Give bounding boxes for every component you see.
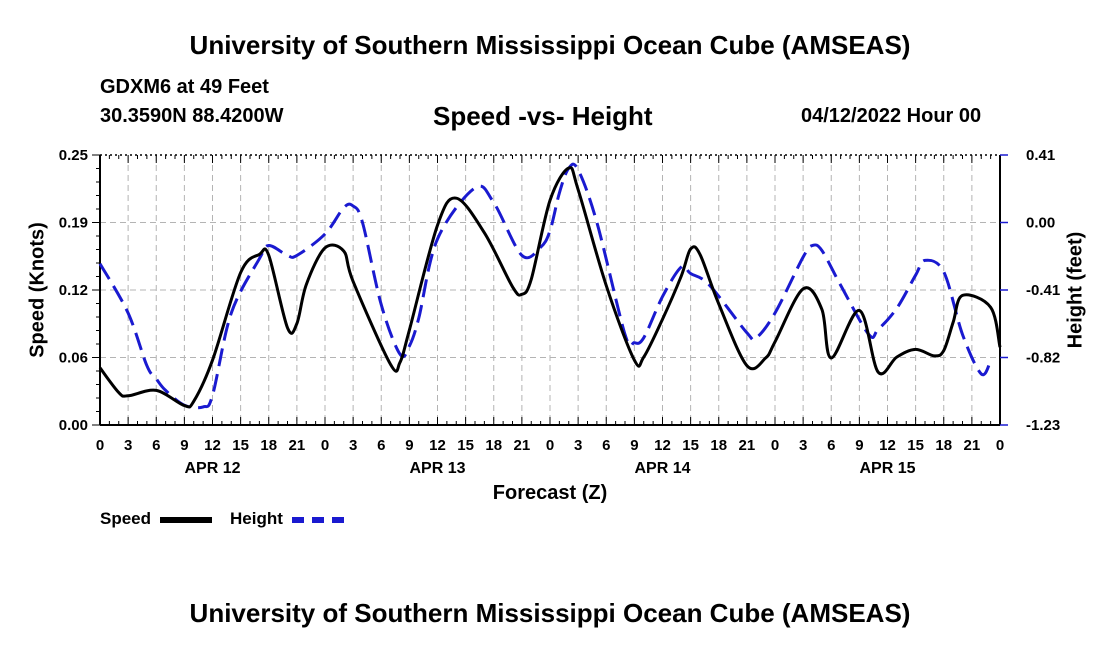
x-tick-label: 21 [289,437,306,454]
x-tick-label: 9 [405,437,413,454]
y-left-tick-label: 0.19 [59,215,88,232]
page-title: University of Southern Mississippi Ocean… [189,30,911,60]
chart-series [98,162,1002,410]
y-right-tick-label: -0.82 [1026,350,1060,367]
y-right-tick-label: -0.41 [1026,282,1060,299]
footer-title: University of Southern Mississippi Ocean… [189,598,911,628]
legend-speed-label: Speed [100,509,152,528]
station-label: GDXM6 at 49 Feet [100,76,269,98]
y-right-tick-label: 0.00 [1026,215,1055,232]
x-tick-label: 15 [232,437,249,454]
x-tick-label: 18 [710,437,727,454]
legend-height-swatch [292,517,344,523]
y-left-tick-label: 0.06 [59,350,88,367]
coordinates-label: 30.3590N 88.4200W [100,105,284,127]
day-label: APR 15 [859,460,915,477]
x-tick-label: 9 [630,437,638,454]
x-tick-label: 21 [739,437,756,454]
x-tick-label: 0 [771,437,779,454]
x-tick-label: 3 [349,437,357,454]
x-tick-label: 6 [602,437,610,454]
x-tick-label: 0 [996,437,1004,454]
day-label: APR 12 [184,460,240,477]
day-label: APR 14 [634,460,690,477]
x-tick-label: 15 [907,437,924,454]
chart-title: Speed -vs- Height [433,101,653,131]
datetime-label: 04/12/2022 Hour 00 [801,105,982,127]
x-tick-label: 12 [879,437,896,454]
y-axis-left-label: Speed (Knots) [26,222,49,358]
x-tick-label: 18 [935,437,952,454]
legend-height-label: Height [230,509,283,528]
x-tick-label: 9 [855,437,863,454]
x-tick-label: 15 [457,437,474,454]
x-tick-label: 15 [682,437,699,454]
x-tick-label: 18 [260,437,277,454]
x-tick-label: 0 [546,437,554,454]
day-label: APR 13 [409,460,465,477]
y-right-tick-label: 0.41 [1026,147,1055,164]
x-tick-label: 21 [964,437,981,454]
x-tick-label: 0 [321,437,329,454]
chart-axes: 0 3 6 9 12 15 18 21 0 3 6 9 12 15 18 21 0 3 6 9 12 15 18 21 0 3 6 9… [59,147,1060,477]
x-tick-label: 6 [827,437,835,454]
y-left-tick-label: 0.12 [59,282,88,299]
x-tick-label: 3 [799,437,807,454]
series-line-speed [98,166,1002,409]
x-tick-label: 9 [180,437,188,454]
x-tick-label: 18 [485,437,502,454]
x-axis-label: Forecast (Z) [492,482,608,504]
x-tick-label: 6 [377,437,385,454]
y-right-tick-label: -1.23 [1026,417,1060,434]
x-tick-label: 3 [124,437,132,454]
x-tick-label: 12 [429,437,446,454]
x-tick-label: 0 [96,437,104,454]
x-tick-label: 6 [152,437,160,454]
x-tick-label: 21 [514,437,531,454]
x-tick-label: 3 [574,437,582,454]
x-tick-label: 12 [654,437,671,454]
y-axis-right-label: Height (feet) [1064,231,1087,349]
y-left-tick-label: 0.00 [59,417,88,434]
y-left-tick-label: 0.25 [59,147,88,164]
x-tick-label: 12 [204,437,221,454]
legend-speed-swatch [160,517,212,523]
series-line-height [98,162,992,410]
